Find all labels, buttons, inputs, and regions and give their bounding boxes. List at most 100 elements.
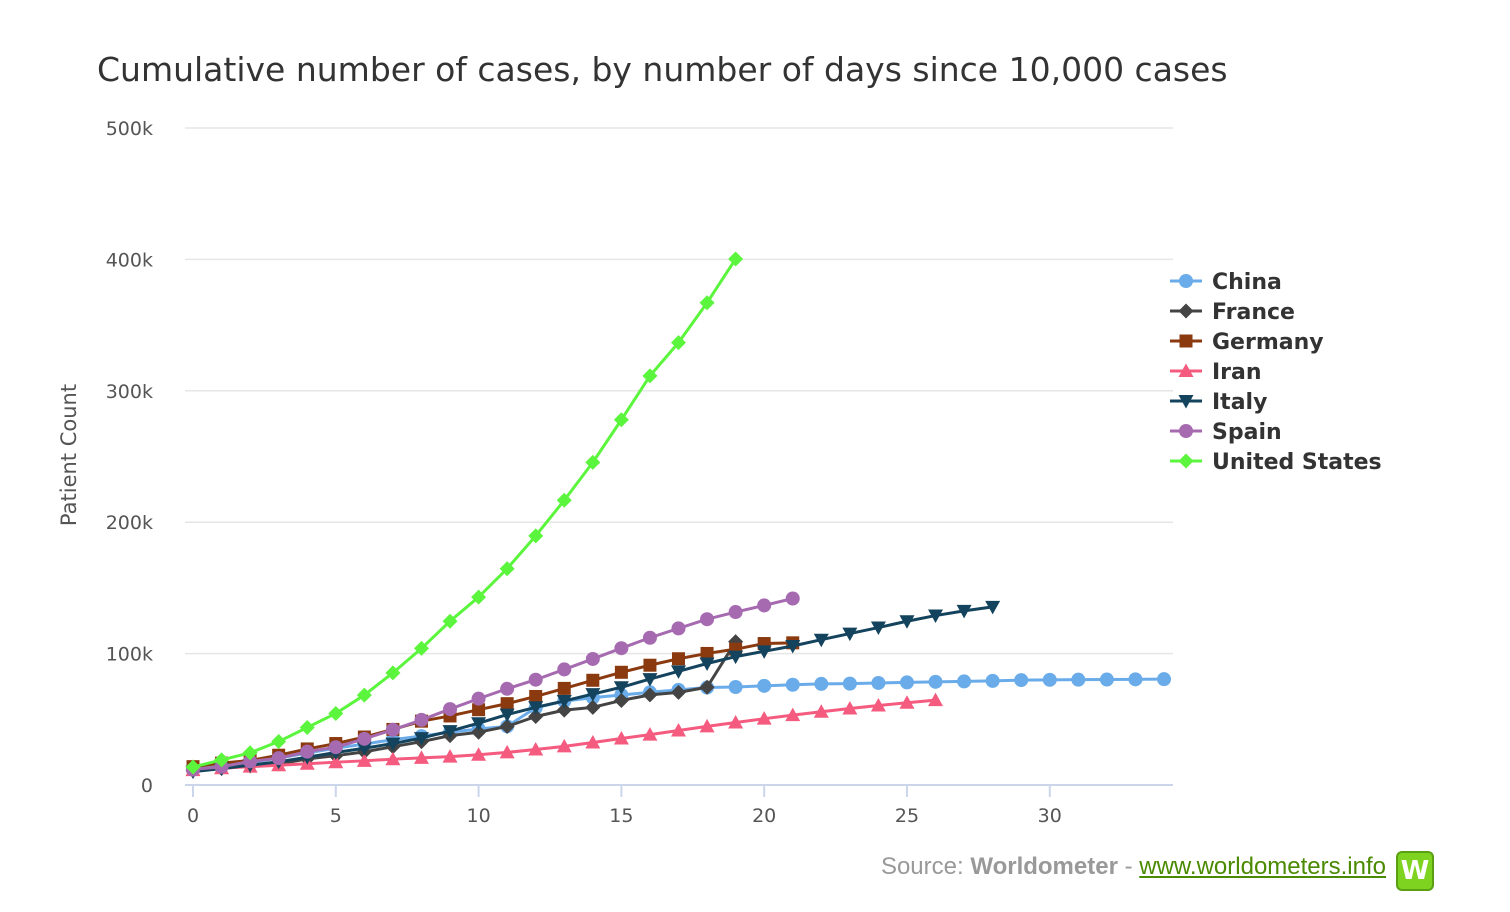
legend-marker xyxy=(1178,395,1194,409)
legend-marker xyxy=(1179,424,1193,438)
legend-label: Germany xyxy=(1212,330,1324,355)
data-point xyxy=(471,747,487,761)
data-point xyxy=(271,751,286,766)
data-point xyxy=(528,672,543,687)
data-point xyxy=(699,295,715,311)
legend-label: Iran xyxy=(1212,360,1262,385)
data-point xyxy=(299,720,315,736)
data-point xyxy=(756,711,772,725)
data-point xyxy=(385,751,401,766)
data-point xyxy=(1071,672,1086,687)
y-tick-label: 400k xyxy=(106,249,153,271)
x-tick-label: 0 xyxy=(187,805,199,827)
data-point xyxy=(471,589,487,605)
data-point xyxy=(500,681,515,696)
data-point xyxy=(614,641,629,656)
data-point xyxy=(671,722,686,737)
data-point xyxy=(700,612,715,627)
data-point xyxy=(528,701,544,715)
data-point xyxy=(613,730,629,745)
source-link[interactable]: www.worldometers.info xyxy=(1139,853,1386,880)
data-point xyxy=(243,754,258,769)
data-point xyxy=(613,681,629,695)
data-point xyxy=(813,704,829,718)
legend-marker xyxy=(1179,274,1193,288)
data-point xyxy=(585,735,601,749)
data-point xyxy=(1128,672,1143,687)
data-point xyxy=(214,752,230,768)
data-point xyxy=(385,665,401,681)
data-point xyxy=(671,621,686,636)
data-point xyxy=(556,738,572,753)
data-point xyxy=(413,640,429,656)
legend: China France Germany Iran Italy Spain United S… xyxy=(1170,270,1382,475)
data-point xyxy=(585,699,601,715)
data-point xyxy=(899,675,914,690)
legend-label: China xyxy=(1212,270,1282,295)
source-name: Worldometer xyxy=(970,853,1118,880)
data-point xyxy=(728,714,744,729)
data-point xyxy=(442,613,458,629)
series-line-spain xyxy=(192,597,794,772)
data-point xyxy=(671,335,686,351)
source-separator: - xyxy=(1117,853,1140,880)
data-point xyxy=(529,689,543,703)
data-point xyxy=(300,744,315,759)
legend-label: France xyxy=(1212,300,1295,325)
data-point xyxy=(700,646,714,660)
data-point xyxy=(585,651,600,666)
data-point xyxy=(842,676,857,691)
y-axis-ticks: 0 100k 200k 300k 400k 500k xyxy=(106,118,153,797)
data-point xyxy=(471,717,487,731)
data-point xyxy=(757,678,772,693)
data-point xyxy=(585,688,601,702)
data-point xyxy=(699,679,715,695)
data-point xyxy=(442,725,458,739)
data-point xyxy=(472,703,486,717)
data-point xyxy=(528,741,544,756)
data-point xyxy=(728,650,744,665)
data-point xyxy=(899,695,915,709)
logo-letter: W xyxy=(1400,856,1430,886)
legend-item-italy: Italy xyxy=(1170,390,1267,415)
data-point xyxy=(1014,673,1029,688)
data-point xyxy=(842,627,858,642)
legend-item-united-states: United States xyxy=(1170,450,1382,475)
legend-item-germany: Germany xyxy=(1170,330,1324,355)
data-point xyxy=(757,598,772,613)
x-tick-label: 30 xyxy=(1038,805,1062,827)
x-tick-label: 15 xyxy=(609,805,633,827)
legend-label: Italy xyxy=(1212,390,1267,415)
data-point xyxy=(699,718,715,733)
data-point xyxy=(728,680,743,695)
data-point xyxy=(642,727,658,741)
x-tick-label: 5 xyxy=(330,805,342,827)
data-point xyxy=(672,652,685,666)
data-point xyxy=(586,673,600,687)
data-point xyxy=(328,754,344,769)
data-point xyxy=(671,684,686,700)
data-point xyxy=(242,745,258,761)
data-point xyxy=(870,621,886,636)
data-point xyxy=(1042,672,1057,687)
data-point xyxy=(785,591,800,606)
source-prefix: Source: xyxy=(880,853,971,880)
data-point xyxy=(956,604,972,619)
data-point xyxy=(813,633,829,648)
legend-item-spain: Spain xyxy=(1170,420,1282,445)
series-line-germany xyxy=(192,641,793,769)
data-point xyxy=(928,692,944,707)
y-tick-label: 200k xyxy=(106,512,153,534)
y-tick-label: 500k xyxy=(106,118,153,140)
data-point xyxy=(785,639,801,654)
data-point xyxy=(356,753,372,767)
legend-marker xyxy=(1178,303,1194,319)
data-point xyxy=(471,724,487,740)
data-point xyxy=(557,681,571,695)
data-point xyxy=(585,454,601,470)
data-point xyxy=(928,674,943,689)
data-point xyxy=(671,665,686,679)
series-spain xyxy=(186,591,800,777)
data-point xyxy=(356,687,372,703)
